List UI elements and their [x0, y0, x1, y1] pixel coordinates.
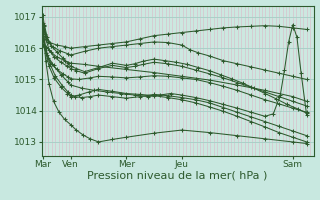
X-axis label: Pression niveau de la mer( hPa ): Pression niveau de la mer( hPa ): [87, 171, 268, 181]
